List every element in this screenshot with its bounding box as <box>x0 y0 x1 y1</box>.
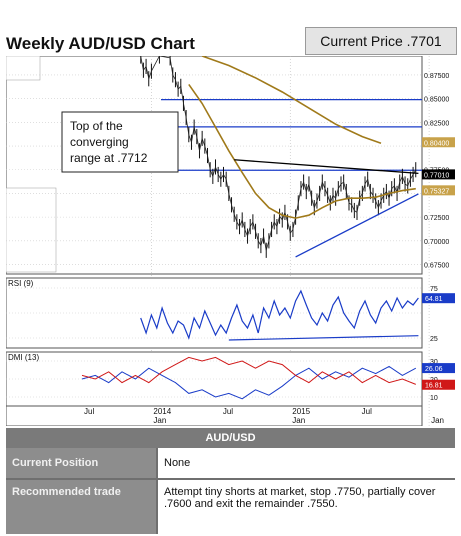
x-axis-sublabel: Jan <box>431 416 444 425</box>
trendline-upper <box>234 159 419 174</box>
price-axis-label: 0.72500 <box>424 215 449 222</box>
price-tag-label: 0.75327 <box>424 188 449 195</box>
price-axis-label: 0.82500 <box>424 120 449 127</box>
annotation-box <box>61 111 179 173</box>
x-axis-sublabel: Jan <box>153 416 166 425</box>
dmi-value-label: 16.81 <box>425 383 443 390</box>
x-axis-label: 2015 <box>292 407 310 416</box>
slow-moving-average-line <box>201 56 382 144</box>
price-axis-label: 0.85000 <box>424 97 449 104</box>
legend-box-bottom <box>6 187 57 273</box>
annotation-text: Top of the <box>70 119 123 133</box>
fast-moving-average-line <box>188 83 416 219</box>
dmi-axis-label: 30 <box>430 359 438 366</box>
rsi-label: RSI (9) <box>8 279 34 288</box>
price-axis-label: 0.67500 <box>424 263 449 270</box>
rsi-value-tag <box>422 293 455 304</box>
weekly-chart: Top of the converging range at .7712 0.8750… <box>6 56 455 426</box>
rsi-axis-label: 25 <box>430 336 438 343</box>
x-axis-label: Jul <box>362 407 372 416</box>
dmi-value-tag <box>422 363 455 374</box>
annotation-text: converging <box>70 135 129 149</box>
x-axis-label: Jul <box>223 407 233 416</box>
row-value-recommended-trade: Attempt tiny shorts at market, stop .775… <box>156 480 455 534</box>
rsi-support-line <box>228 335 419 341</box>
page-title: Weekly AUD/USD Chart <box>6 34 195 53</box>
row-label-current-position: Current Position <box>6 448 156 478</box>
price-tag <box>422 169 455 180</box>
price-axis-label: 0.70000 <box>424 239 449 246</box>
current-price-box: Current Price .7701 <box>305 27 457 55</box>
legend-box-top <box>6 56 41 81</box>
x-axis-panel <box>6 405 423 426</box>
price-tag <box>422 137 455 148</box>
rsi-axis-label: 75 <box>430 286 438 293</box>
table-row: Current Position None <box>6 448 455 478</box>
dmi-plus-line <box>81 365 417 400</box>
price-axis-label: 0.87500 <box>424 73 449 80</box>
x-axis-label: 2014 <box>153 407 171 416</box>
table-header: AUD/USD <box>6 428 455 448</box>
x-axis-sublabel: Jan <box>292 416 305 425</box>
dmi-axis-label: 10 <box>430 395 438 402</box>
table-row: Recommended trade Attempt tiny shorts at… <box>6 480 455 534</box>
dmi-label: DMI (13) <box>8 353 39 362</box>
annotation-text: range at .7712 <box>70 151 148 165</box>
dmi-value-label: 26.06 <box>425 366 443 373</box>
trade-table: AUD/USD Current Position None Recommende… <box>6 428 455 534</box>
dmi-value-tag <box>422 379 455 390</box>
x-axis-label: Jul <box>84 407 94 416</box>
trendline-lower <box>295 193 419 258</box>
dmi-minus-line <box>81 356 416 385</box>
rsi-line <box>140 289 419 340</box>
row-value-current-position: None <box>156 448 455 478</box>
rsi-value-label: 64.81 <box>425 296 443 303</box>
row-label-recommended-trade: Recommended trade <box>6 480 156 534</box>
price-tag <box>422 185 455 196</box>
price-tag-label: 0.77010 <box>424 172 449 179</box>
row-divider <box>6 478 455 480</box>
price-series-line <box>140 56 417 251</box>
price-tag-label: 0.80400 <box>424 140 449 147</box>
